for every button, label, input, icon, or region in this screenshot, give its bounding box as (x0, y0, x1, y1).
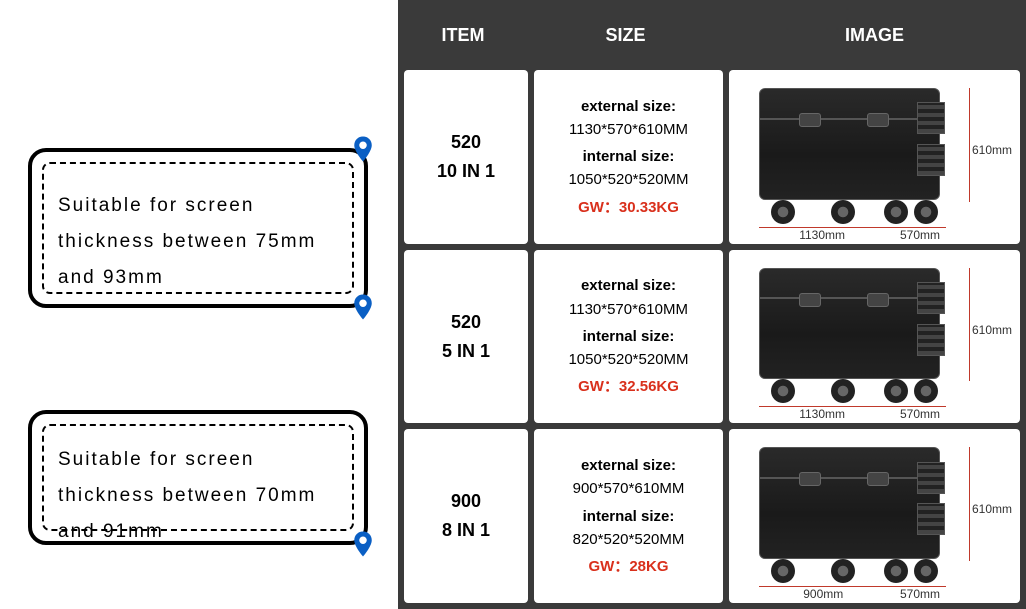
ext-value: 900*570*610MM (573, 477, 685, 500)
gw-label: GW： (578, 199, 619, 216)
item-code: 520 (451, 308, 481, 337)
gw-value: 28KG (629, 558, 668, 575)
table-row: 900 8 IN 1 external size: 900*570*610MM … (398, 429, 1026, 609)
pin-icon (348, 134, 378, 164)
int-label: internal size: (583, 505, 675, 528)
ext-label: external size: (581, 274, 676, 297)
item-cell: 520 5 IN 1 (404, 250, 528, 424)
dim-width: 1130mm (799, 228, 845, 242)
ext-value: 1130*570*610MM (569, 118, 688, 141)
item-cell: 520 10 IN 1 (404, 70, 528, 244)
table-header: ITEM SIZE IMAGE (398, 0, 1026, 70)
ext-value: 1130*570*610MM (569, 298, 688, 321)
item-cell: 900 8 IN 1 (404, 429, 528, 603)
image-cell: 900mm 570mm 610mm (729, 429, 1020, 603)
pin-icon (348, 292, 378, 322)
gw-value: 32.56KG (619, 378, 679, 395)
dim-width: 1130mm (799, 407, 845, 421)
dim-depth: 570mm (900, 587, 940, 601)
item-code: 900 (451, 487, 481, 516)
image-cell: 1130mm 570mm 610mm (729, 250, 1020, 424)
header-item: ITEM (398, 0, 528, 70)
pin-icon (348, 529, 378, 559)
gw-value: 30.33KG (619, 199, 679, 216)
table-row: 520 10 IN 1 external size: 1130*570*610M… (398, 70, 1026, 250)
item-code: 520 (451, 128, 481, 157)
gw-label: GW： (578, 378, 619, 395)
callout-text-1: Suitable for screen thickness between 75… (42, 162, 354, 294)
item-config: 5 IN 1 (442, 337, 490, 366)
case-illustration: 1130mm 570mm 610mm (759, 268, 960, 406)
dim-height: 610mm (972, 143, 1012, 157)
case-illustration: 900mm 570mm 610mm (759, 447, 960, 585)
size-cell: external size: 900*570*610MM internal si… (534, 429, 723, 603)
int-value: 1050*520*520MM (568, 168, 688, 191)
dim-width: 900mm (803, 587, 843, 601)
header-image: IMAGE (723, 0, 1026, 70)
callout-box-1: Suitable for screen thickness between 75… (28, 148, 368, 308)
size-cell: external size: 1130*570*610MM internal s… (534, 250, 723, 424)
dim-height: 610mm (972, 502, 1012, 516)
int-value: 1050*520*520MM (568, 348, 688, 371)
dim-depth: 570mm (900, 407, 940, 421)
int-label: internal size: (583, 145, 675, 168)
case-illustration: 1130mm 570mm 610mm (759, 88, 960, 226)
table-row: 520 5 IN 1 external size: 1130*570*610MM… (398, 250, 1026, 430)
ext-label: external size: (581, 95, 676, 118)
header-size: SIZE (528, 0, 723, 70)
dim-depth: 570mm (900, 228, 940, 242)
callout-text-2: Suitable for screen thickness between 70… (42, 424, 354, 531)
gw-label: GW： (588, 558, 629, 575)
image-cell: 1130mm 570mm 610mm (729, 70, 1020, 244)
int-value: 820*520*520MM (573, 528, 685, 551)
callout-box-2: Suitable for screen thickness between 70… (28, 410, 368, 545)
spec-table: ITEM SIZE IMAGE 520 10 IN 1 external siz… (398, 0, 1026, 609)
int-label: internal size: (583, 325, 675, 348)
item-config: 10 IN 1 (437, 157, 495, 186)
dim-height: 610mm (972, 323, 1012, 337)
size-cell: external size: 1130*570*610MM internal s… (534, 70, 723, 244)
ext-label: external size: (581, 454, 676, 477)
item-config: 8 IN 1 (442, 516, 490, 545)
